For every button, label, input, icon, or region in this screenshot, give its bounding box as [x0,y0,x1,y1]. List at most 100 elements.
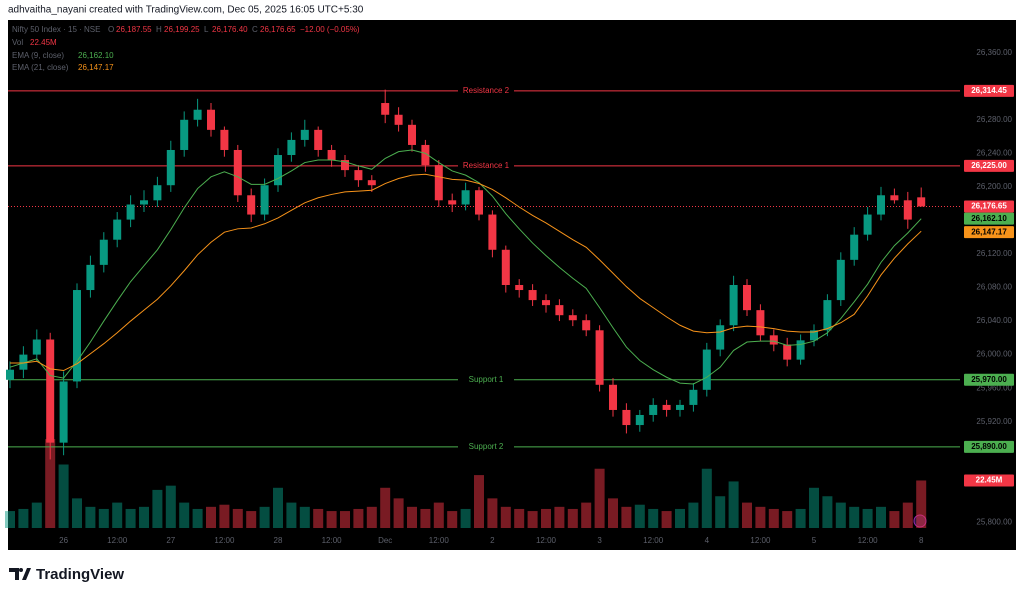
candle-body [635,414,644,426]
candle-body [850,234,859,260]
volume-bar [916,480,927,528]
candle-body [542,300,550,306]
candle-body [341,160,349,171]
candle-body [126,204,135,220]
volume-bar [340,511,350,528]
candle-body [434,165,443,201]
volume-bar [567,508,578,528]
level-label-bg [458,159,514,172]
legend-ohlc-key: H [156,25,162,34]
volume-bar [608,498,618,528]
level-name: Resistance 1 [463,161,510,170]
level-name: Support 1 [469,375,504,384]
candle-body [662,404,671,410]
volume-bar [179,502,190,528]
candle-body [247,195,256,215]
legend-ohlc-value: 26,187.55 [116,25,152,34]
candle-body [716,325,725,350]
volume-bar [474,475,484,528]
candle-body [153,185,162,201]
candle-body [622,409,631,426]
y-tick-label: 26,280.00 [976,115,1012,124]
volume-bar [487,498,498,528]
candle-body [649,404,658,415]
candle-body [180,119,189,150]
ema-tag: 26,147.17 [971,227,1007,236]
candle-body [314,129,323,150]
volume-bar [98,508,109,528]
candle-body [46,339,55,443]
x-tick-label: 5 [812,536,817,545]
branding: TradingView [36,566,124,583]
y-tick-label: 26,080.00 [976,283,1012,292]
legend-ohlc-key: C [252,25,258,34]
level-label-bg [458,440,514,453]
level-label-bg [458,373,514,386]
level-name: Resistance 2 [463,86,510,95]
volume-bar [621,506,632,528]
volume-bar [165,485,176,528]
volume-bar [45,439,56,528]
volume-bar [554,506,565,528]
x-tick-label: Dec [378,536,392,545]
volume-bar [594,468,605,528]
volume-bar [514,508,525,528]
volume-bar [768,508,779,528]
candle-body [394,114,403,125]
x-tick-label: 12:00 [214,536,235,545]
candle-body [233,149,242,196]
volume-bar [206,506,216,528]
volume-bar [447,511,458,528]
y-tick-label: 25,960.00 [976,383,1012,392]
chart-background [8,20,1016,550]
volume-bar [286,502,297,528]
y-tick-label: 26,000.00 [976,350,1012,359]
candle-body [823,300,832,331]
volume-bar [18,508,29,528]
volume-bar [152,489,163,528]
level-name: Support 2 [469,442,504,451]
volume-bar [259,506,270,528]
volume-bar [634,504,645,528]
volume-bar [675,508,685,528]
legend-ohlc-value: 26,176.65 [260,25,296,34]
volume-bar [125,508,136,528]
candle-body [140,200,148,205]
ema-line [10,173,922,372]
candle-body [729,285,738,326]
legend-ema-name: EMA (21, close) [12,63,69,72]
candle-body [448,200,457,205]
y-tick-label: 26,360.00 [976,48,1012,57]
volume-bar [648,508,659,528]
volume-bar [742,502,752,528]
candle-body [287,139,296,156]
candle-body [166,149,175,186]
level-tag: 26,314.45 [971,86,1007,95]
volume-bar [299,506,310,528]
volume-bar [782,511,793,528]
candle-body [408,124,416,145]
volume-bar [366,506,377,528]
volume-bar [232,508,243,528]
candle-body [193,109,202,120]
legend-symbol: Nifty 50 Index · 15 · NSE [12,25,100,34]
volume-bar [72,498,82,528]
candle-body [783,344,792,360]
x-tick-label: 28 [274,536,283,545]
volume-bar [849,506,860,528]
volume-bar [835,502,846,528]
legend-ohlc-value: 26,199.25 [164,25,200,34]
legend-volume-value: 22.45M [30,38,57,47]
candle-body [421,144,430,166]
volume-bar [728,481,739,528]
candle-body [6,369,14,380]
ema-line [9,149,922,385]
candle-body [461,190,470,205]
x-tick-label: 12:00 [750,536,771,545]
level-tag-bg [964,84,1014,97]
candle-body [73,290,81,382]
volume-bar [500,506,511,528]
candle-body [327,149,336,161]
volume-bar [31,502,42,528]
